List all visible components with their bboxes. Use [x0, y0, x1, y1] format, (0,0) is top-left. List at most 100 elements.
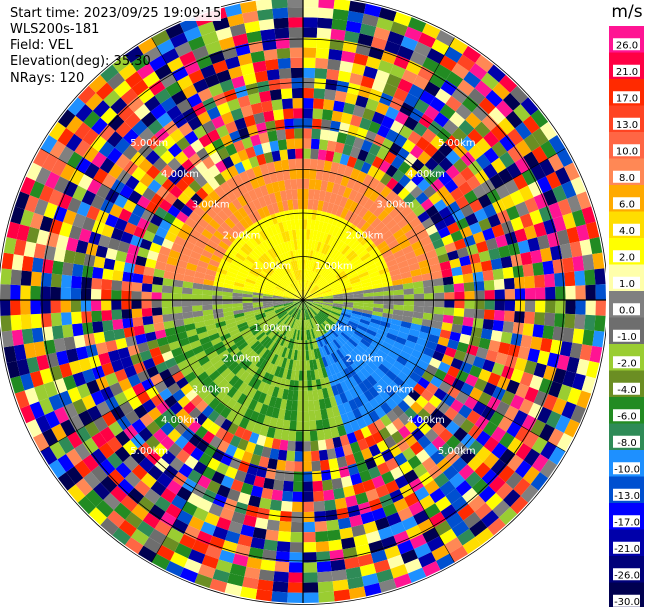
velocity-gate [270, 224, 278, 236]
velocity-gate [514, 228, 528, 243]
velocity-gate [314, 68, 328, 80]
velocity-gate [269, 247, 278, 258]
velocity-gate [391, 182, 405, 195]
velocity-gate [84, 162, 100, 179]
velocity-gate [544, 273, 556, 288]
velocity-gate [540, 140, 557, 159]
velocity-gate [336, 80, 350, 93]
velocity-gate [316, 37, 331, 49]
velocity-gate [299, 360, 303, 371]
velocity-gate [152, 276, 164, 286]
velocity-gate [469, 365, 483, 379]
velocity-gate [125, 511, 143, 529]
velocity-gate [245, 255, 256, 265]
velocity-gate [321, 367, 328, 379]
velocity-gate [303, 300, 313, 303]
velocity-gate [51, 423, 67, 442]
range-ring-label: 1.00km [253, 323, 291, 334]
velocity-gate [290, 260, 296, 272]
velocity-gate [321, 334, 329, 345]
velocity-gate [335, 371, 345, 384]
velocity-gate [253, 112, 266, 125]
velocity-gate [81, 394, 97, 411]
velocity-gate [241, 330, 253, 339]
velocity-gate [101, 289, 112, 300]
velocity-gate [303, 290, 306, 300]
velocity-gate [115, 153, 131, 170]
velocity-gate [35, 167, 52, 185]
velocity-gate [313, 98, 325, 110]
velocity-gate [224, 466, 238, 480]
velocity-gate [287, 306, 296, 314]
velocity-gate [371, 314, 383, 321]
velocity-gate [269, 316, 279, 324]
velocity-gate [514, 460, 532, 478]
velocity-gate [373, 26, 391, 41]
velocity-gate [262, 268, 272, 277]
colorbar-tick-label: -30.0 [614, 597, 640, 607]
velocity-gate [181, 84, 198, 99]
velocity-gate [363, 224, 375, 236]
velocity-gate [439, 329, 452, 340]
velocity-gate [199, 254, 211, 264]
velocity-gate [101, 310, 113, 322]
velocity-gate [183, 274, 195, 283]
velocity-gate [303, 0, 319, 8]
velocity-gate [11, 329, 24, 346]
velocity-gate [392, 360, 405, 372]
velocity-gate [231, 389, 243, 402]
velocity-gate [75, 346, 89, 361]
velocity-gate [272, 109, 284, 121]
velocity-gate [304, 279, 307, 291]
velocity-gate [333, 100, 345, 113]
velocity-gate [268, 192, 277, 204]
velocity-gate [131, 166, 147, 182]
velocity-gate [417, 518, 435, 534]
velocity-gate [258, 132, 270, 144]
velocity-gate [455, 103, 472, 120]
velocity-gate [348, 376, 359, 388]
velocity-gate [60, 163, 76, 181]
velocity-gate [233, 335, 244, 345]
velocity-gate [305, 269, 308, 281]
velocity-gate [252, 422, 263, 435]
velocity-gate [360, 235, 371, 246]
velocity-gate [277, 232, 285, 244]
velocity-gate [352, 290, 364, 295]
velocity-gate [296, 421, 303, 432]
velocity-gate [243, 215, 254, 227]
velocity-gate [381, 115, 395, 130]
velocity-gate [311, 317, 317, 328]
velocity-gate [318, 312, 327, 321]
velocity-gate [296, 410, 303, 422]
velocity-gate [346, 155, 358, 168]
velocity-gate [111, 300, 122, 311]
velocity-gate [281, 242, 288, 253]
velocity-gate [407, 567, 427, 583]
velocity-gate [372, 336, 384, 346]
velocity-gate [283, 293, 294, 298]
velocity-gate [342, 261, 353, 271]
velocity-gate [546, 232, 560, 248]
velocity-gate [280, 278, 289, 287]
range-ring-label: 3.00km [376, 384, 414, 395]
velocity-gate [581, 375, 596, 394]
velocity-gate [408, 198, 421, 212]
velocity-gate [237, 534, 253, 547]
velocity-gate [495, 234, 508, 248]
velocity-gate [438, 171, 453, 186]
velocity-gate [29, 180, 45, 199]
velocity-gate [164, 327, 177, 337]
velocity-gate [324, 320, 334, 329]
velocity-gate [567, 387, 582, 405]
velocity-gate [389, 365, 402, 377]
velocity-gate [314, 78, 327, 90]
velocity-gate [310, 305, 320, 313]
velocity-gate [292, 271, 297, 282]
velocity-gate [174, 41, 193, 58]
velocity-gate [449, 258, 462, 269]
velocity-gate [309, 284, 317, 293]
velocity-gate [345, 266, 356, 275]
velocity-gate [340, 175, 351, 187]
velocity-gate [311, 305, 320, 312]
